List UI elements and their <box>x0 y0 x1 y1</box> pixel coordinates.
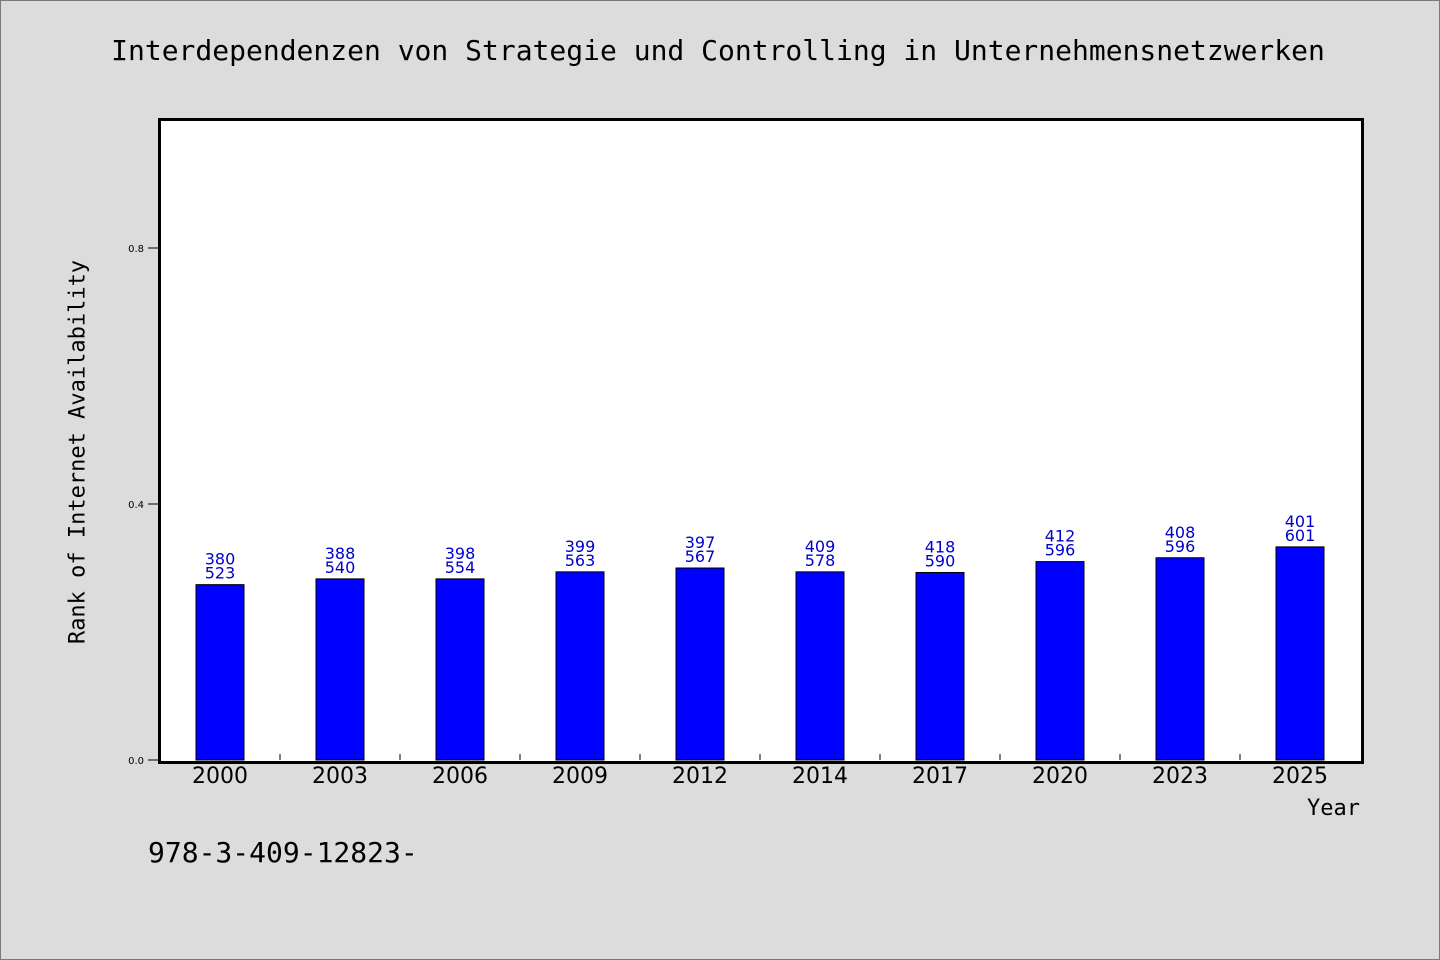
bar-label-top: 398 <box>445 544 476 563</box>
bar-label-bottom: 590 <box>925 551 956 570</box>
bar <box>315 578 365 761</box>
bar-label-bottom: 523 <box>205 564 236 583</box>
x-tick-label: 2003 <box>312 764 368 789</box>
bar <box>795 571 845 761</box>
bar-label-bottom: 596 <box>1045 541 1076 560</box>
x-tick-label: 2000 <box>192 764 248 789</box>
x-tick-label: 2025 <box>1272 764 1328 789</box>
bar <box>435 578 485 761</box>
x-tick-label: 2012 <box>672 764 728 789</box>
bar-label-top: 401 <box>1285 512 1316 531</box>
x-tick-label: 2023 <box>1152 764 1208 789</box>
bar-label-top: 408 <box>1165 523 1196 542</box>
bar-label-bottom: 601 <box>1285 526 1316 545</box>
bar-label-bottom: 567 <box>685 547 716 566</box>
bar <box>555 571 605 761</box>
bar-label-top: 409 <box>805 537 836 556</box>
bar-label-bottom: 578 <box>805 551 836 570</box>
footer-code: 978-3-409-12823- <box>148 836 418 869</box>
bar-label-bottom: 554 <box>445 558 476 577</box>
bar-label-bottom: 563 <box>565 551 596 570</box>
x-axis-label: Year <box>1307 796 1360 821</box>
bar <box>1035 561 1085 761</box>
bar-label-bottom: 540 <box>325 558 356 577</box>
bar <box>915 571 965 761</box>
chart-title: Interdependenzen von Strategie und Contr… <box>111 34 1325 67</box>
bar-label-top: 380 <box>205 550 236 569</box>
bar-label-top: 388 <box>325 544 356 563</box>
bar <box>675 567 725 761</box>
bar-label-bottom: 596 <box>1165 537 1196 556</box>
x-tick-label: 2017 <box>912 764 968 789</box>
x-tick-label: 2006 <box>432 764 488 789</box>
y-tick-label: 0.8 <box>128 244 144 255</box>
bar <box>1155 557 1205 761</box>
x-tick-label: 2009 <box>552 764 608 789</box>
bar <box>1275 546 1325 761</box>
x-tick-label: 2020 <box>1032 764 1088 789</box>
bar <box>195 584 245 761</box>
x-tick-label: 2014 <box>792 764 848 789</box>
bar-label-top: 397 <box>685 533 716 552</box>
bar-label-top: 418 <box>925 537 956 556</box>
y-tick-label: 0.0 <box>128 756 144 767</box>
bar-label-top: 399 <box>565 537 596 556</box>
y-tick-label: 0.4 <box>128 500 144 511</box>
bar-label-top: 412 <box>1045 527 1076 546</box>
